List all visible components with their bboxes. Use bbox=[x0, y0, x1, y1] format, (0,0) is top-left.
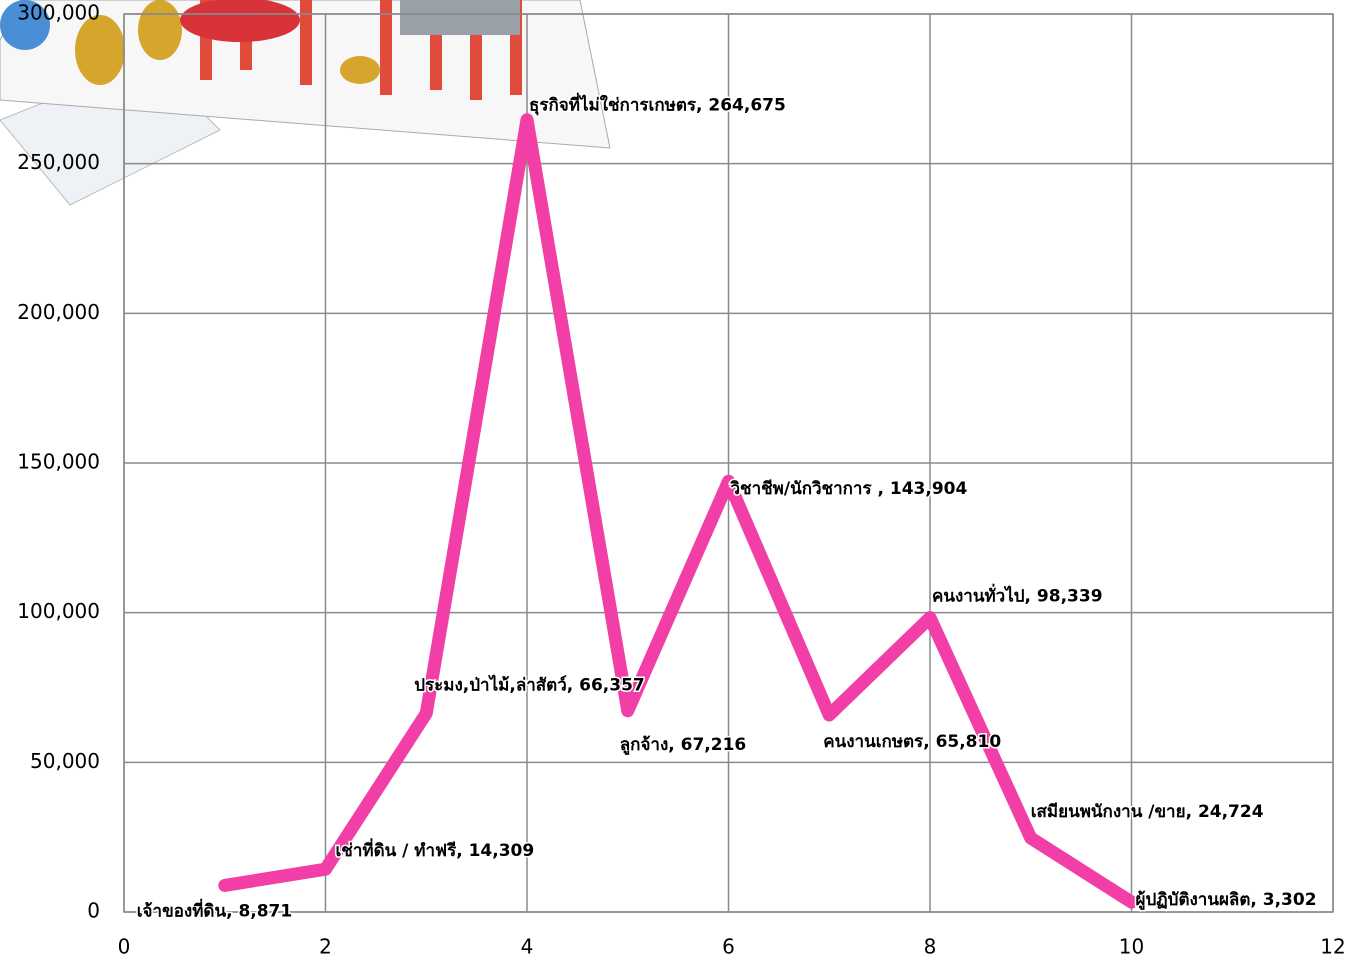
y-tick-label: 300,000 bbox=[17, 1, 100, 25]
y-tick-label: 0 bbox=[87, 899, 100, 923]
y-tick-label: 150,000 bbox=[17, 450, 100, 474]
y-tick-label: 200,000 bbox=[17, 300, 100, 324]
x-tick-label: 2 bbox=[319, 935, 332, 959]
data-label: คนงานเกษตร, 65,810 bbox=[823, 732, 1001, 752]
y-tick-label: 100,000 bbox=[17, 599, 100, 623]
y-tick-label: 50,000 bbox=[30, 749, 100, 773]
data-label: ธุรกิจที่ไม่ใช่การเกษตร, 264,675 bbox=[529, 93, 786, 116]
y-tick-label: 250,000 bbox=[17, 150, 100, 174]
x-tick-label: 12 bbox=[1320, 935, 1345, 959]
line bbox=[218, 113, 1138, 909]
data-label: ประมง,ป่าไม้,ล่าสัตว์, 66,357 bbox=[414, 674, 644, 695]
data-label: เจ้าของที่ดิน, 8,871 bbox=[137, 898, 292, 921]
x-tick-label: 6 bbox=[722, 935, 735, 959]
decoration bbox=[0, 0, 611, 206]
data-label: เช่าที่ดิน / ทำฟรี, 14,309 bbox=[336, 838, 535, 861]
x-tick-label: 4 bbox=[521, 935, 534, 959]
data-label: ลูกจ้าง, 67,216 bbox=[620, 735, 747, 756]
x-tick-label: 0 bbox=[118, 935, 131, 959]
data-label: เสมียนพนักงาน /ขาย, 24,724 bbox=[1031, 801, 1264, 822]
data-label: วิชาชีพ/นักวิชาการ , 143,904 bbox=[730, 478, 967, 499]
x-tick-label: 8 bbox=[924, 935, 937, 959]
data-label: คนงานทั่วไป, 98,339 bbox=[932, 584, 1103, 607]
data-label: ผู้ปฏิบัติงานผลิต, 3,302 bbox=[1136, 890, 1317, 911]
x-tick-label: 10 bbox=[1119, 935, 1144, 959]
